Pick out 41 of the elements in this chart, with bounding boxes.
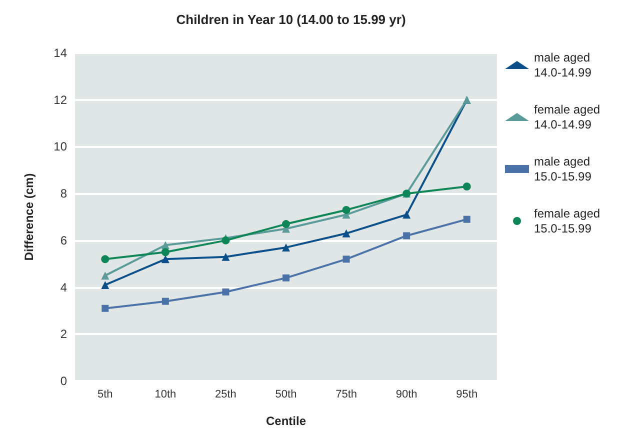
x-tick-label: 75th bbox=[336, 388, 357, 400]
point bbox=[282, 243, 290, 252]
point bbox=[403, 232, 410, 240]
y-tick-label: 6 bbox=[60, 233, 68, 248]
y-axis-title: Difference (cm) bbox=[22, 173, 36, 261]
point bbox=[101, 255, 110, 264]
x-tick-label: 90th bbox=[396, 388, 418, 400]
point bbox=[342, 229, 350, 238]
point bbox=[342, 206, 350, 214]
chart-title: Children in Year 10 (14.00 to 15.99 yr) bbox=[176, 12, 406, 27]
point bbox=[161, 255, 170, 264]
y-tick-label: 14 bbox=[54, 46, 68, 60]
x-axis-title: Centile bbox=[266, 414, 306, 428]
legend-label: male aged 15.0-15.99 bbox=[534, 154, 594, 184]
y-tick-label: 4 bbox=[60, 280, 68, 294]
point bbox=[161, 248, 170, 256]
point bbox=[402, 210, 411, 219]
point bbox=[463, 216, 470, 223]
x-tick-label: 25th bbox=[215, 388, 236, 400]
point bbox=[102, 304, 109, 312]
y-tick-label: 0 bbox=[60, 374, 68, 388]
y-tick-label: 12 bbox=[54, 92, 68, 107]
point bbox=[101, 272, 110, 280]
point bbox=[342, 256, 350, 263]
point bbox=[162, 298, 169, 305]
point bbox=[101, 280, 110, 289]
legend-label: male aged 14.0-14.99 bbox=[534, 50, 594, 80]
point bbox=[222, 288, 230, 296]
point bbox=[282, 274, 290, 282]
legend-label: female aged 15.0-15.99 bbox=[534, 206, 604, 236]
x-tick-label: 5th bbox=[97, 388, 113, 400]
x-tick-label: 50th bbox=[275, 388, 297, 400]
y-tick-label: 8 bbox=[60, 186, 68, 201]
x-tick-label: 10th bbox=[154, 388, 176, 400]
legend-label: female aged 14.0-14.99 bbox=[534, 102, 604, 132]
point bbox=[222, 252, 230, 261]
y-tick-label: 10 bbox=[54, 140, 68, 154]
y-tick-label: 2 bbox=[60, 327, 68, 342]
x-tick-label: 95th bbox=[456, 388, 478, 400]
point bbox=[462, 182, 471, 191]
point bbox=[282, 220, 290, 228]
